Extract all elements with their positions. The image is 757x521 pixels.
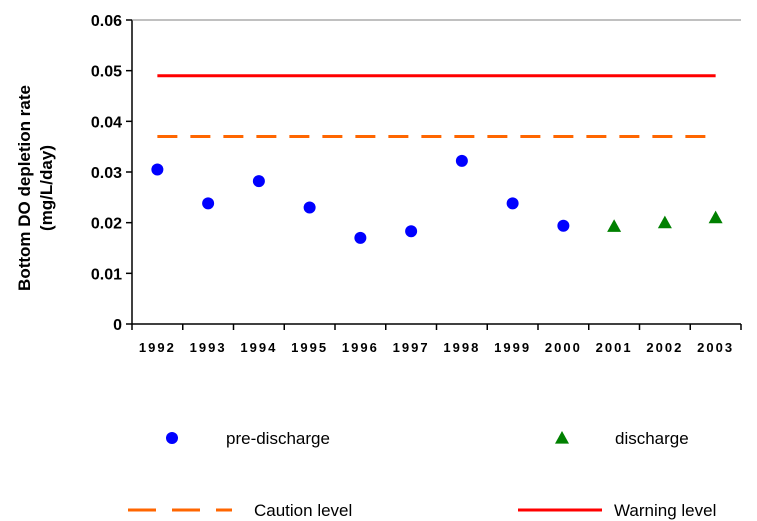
x-tick-label: 1993 <box>190 340 227 355</box>
legend-caution-level-label: Caution level <box>254 501 352 520</box>
y-tick-label: 0 <box>113 317 122 334</box>
discharge-point <box>657 215 672 229</box>
pre-discharge-point <box>557 219 570 232</box>
y-tick-label: 0.04 <box>91 114 122 131</box>
legend-discharge-label: discharge <box>615 429 689 448</box>
x-tick-label: 1992 <box>139 340 176 355</box>
pre-discharge-point <box>405 225 418 238</box>
x-tick-label: 2003 <box>697 340 734 355</box>
y-axis-label: Bottom DO depletion rate (mg/L/day) <box>15 85 56 291</box>
x-tick-label: 1997 <box>393 340 430 355</box>
legend: pre-discharge discharge Caution level Warni… <box>128 429 716 520</box>
legend-discharge-marker <box>555 431 569 444</box>
pre-discharge-point <box>354 231 367 244</box>
y-tick-label: 0.06 <box>91 13 122 30</box>
pre-discharge-point <box>151 163 164 176</box>
pre-discharge-point <box>303 201 316 214</box>
y-axis-label-line-2: (mg/L/day) <box>37 145 56 231</box>
x-tick-label: 2002 <box>646 340 683 355</box>
y-tick-label: 0.02 <box>91 216 122 233</box>
pre-discharge-point <box>252 175 265 188</box>
legend-pre-discharge-marker <box>166 432 178 444</box>
y-tick-label: 0.03 <box>91 165 122 182</box>
x-tick-label: 1999 <box>494 340 531 355</box>
y-axis-label-line-1: Bottom DO depletion rate <box>15 85 34 291</box>
x-tick-label: 1995 <box>291 340 328 355</box>
pre-discharge-point <box>506 197 519 210</box>
legend-warning-level-label: Warning level <box>614 501 716 520</box>
x-tick-label: 2001 <box>596 340 633 355</box>
discharge-point <box>607 219 622 232</box>
pre-discharge-point <box>455 154 468 167</box>
discharge-point <box>708 210 723 224</box>
y-tick-label: 0.05 <box>91 64 122 81</box>
x-tick-label: 1994 <box>240 340 277 355</box>
plot-area: 0 0.01 0.02 0.03 0.04 0.05 0.06 1992 1993 1994 199… <box>91 13 742 355</box>
legend-pre-discharge-label: pre-discharge <box>226 429 330 448</box>
x-tick-label: 1998 <box>443 340 480 355</box>
pre-discharge-point <box>202 197 215 210</box>
x-tick-label: 2000 <box>545 340 582 355</box>
y-tick-label: 0.01 <box>91 266 122 283</box>
x-tick-label: 1996 <box>342 340 379 355</box>
